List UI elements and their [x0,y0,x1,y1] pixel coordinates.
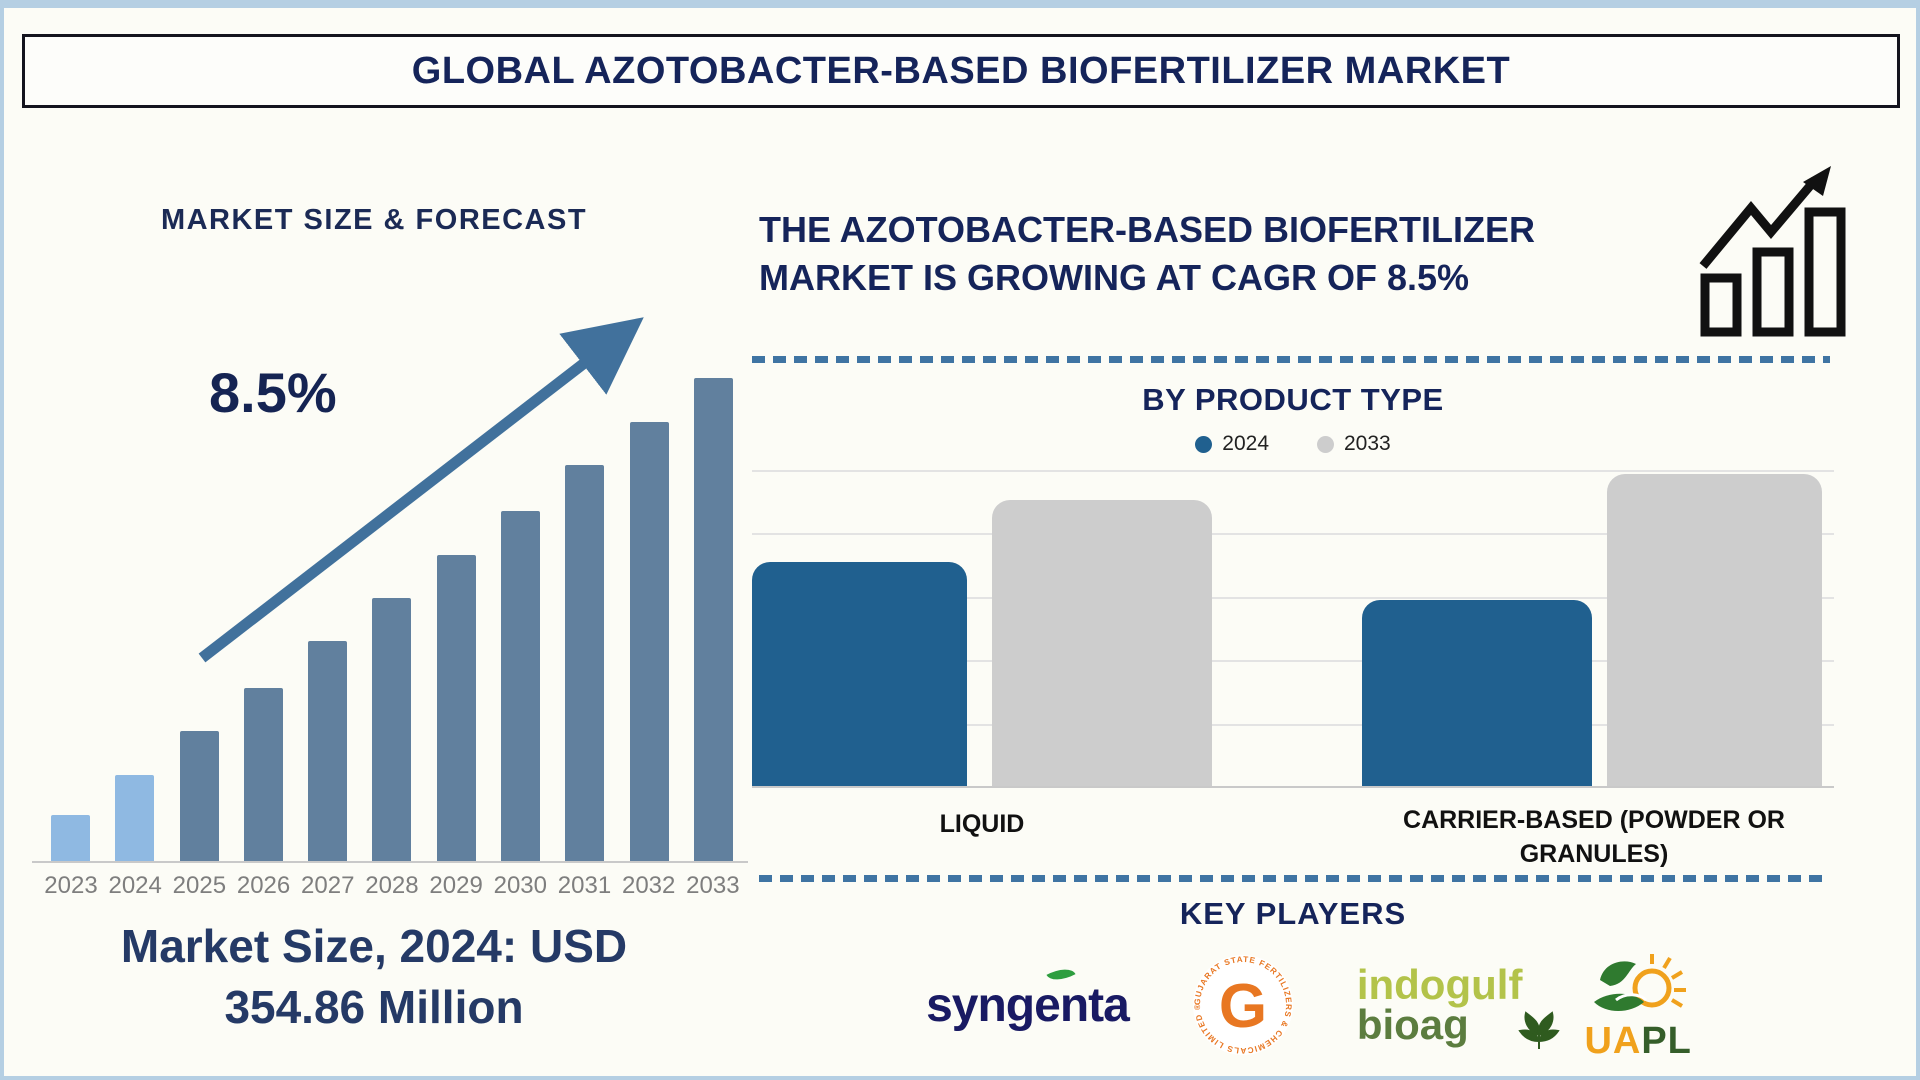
forecast-bar-2033 [693,378,733,861]
year-label-2023: 2023 [44,872,98,899]
year-label-2027: 2027 [301,872,355,899]
year-label-2028: 2028 [365,872,419,899]
year-label-2025: 2025 [172,872,227,899]
gridline [752,724,1834,726]
page-title: GLOBAL AZOTOBACTER-BASED BIOFERTILIZER M… [411,49,1511,92]
gsfc-monogram: G [1219,972,1267,1041]
gridline [752,597,1834,599]
year-label-2030: 2030 [493,872,547,899]
legend-item-2024: 2024 [1195,432,1269,456]
year-label-2026: 2026 [236,872,291,899]
product-type-bar-chart [752,470,1834,788]
legend-dot-2024 [1195,435,1213,453]
uapl-wordmark: UAPL [1584,1022,1691,1060]
uapl-emblem-icon [1594,954,1687,1011]
product-bar-carrier-based-2033 [1607,474,1822,786]
gridline [752,660,1834,662]
market-size-callout: Market Size, 2024: USD 354.86 Million [49,916,699,1037]
cagr-value-label: 8.5% [209,361,337,424]
indogulf-line1: indogulf [1356,961,1523,1009]
legend-label-2024: 2024 [1222,432,1269,455]
indogulf-line2: bioag [1356,1001,1469,1048]
syngenta-wordmark: syngenta [926,978,1130,1032]
syngenta-logo: syngenta [926,962,1130,1033]
title-box: GLOBAL AZOTOBACTER-BASED BIOFERTILIZER M… [22,34,1900,108]
forecast-year-labels: 2023 2024 2025 2026 2027 2028 2029 2030 2031 2032… [39,872,745,900]
forecast-bar-2032 [629,422,669,861]
legend-label-2033: 2033 [1344,432,1391,455]
dashed-divider-top [752,356,1830,363]
year-label-2033: 2033 [686,872,740,899]
indogulf-leaf-icon [1518,1011,1561,1049]
bar-chart-growth-icon [1699,166,1846,337]
forecast-bar-2028 [372,598,412,861]
year-label-2031: 2031 [557,872,612,899]
gridline [752,470,1834,472]
cagr-statement-line2: MARKET IS GROWING AT CAGR OF 8.5% [759,256,1470,298]
uapl-logo: UAPL [1584,950,1691,1060]
cagr-statement: THE AZOTOBACTER-BASED BIOFERTILIZER MARK… [759,206,1709,301]
year-label-2032: 2032 [621,872,676,899]
forecast-bar-2029 [436,555,476,861]
market-size-line2: 354.86 Million [224,980,524,1033]
market-size-line1: Market Size, 2024: USD [120,920,628,972]
product-chart-legend: 2024 2033 [752,432,1834,456]
cagr-statement-line1: THE AZOTOBACTER-BASED BIOFERTILIZER [759,209,1535,250]
forecast-bar-2026 [243,688,283,861]
forecast-bar-2025 [179,731,219,861]
uapl-text-ua: UA [1584,1020,1642,1062]
gridline [752,533,1834,535]
forecast-x-axis [32,861,748,863]
indogulf-bioag-logo: indogulf bioag [1356,961,1561,1049]
dashed-divider-bottom [759,875,1829,882]
key-players-logos: syngenta GUJARAT STATE FERTILIZERS & CHE… [774,942,1844,1068]
forecast-section-title: MARKET SIZE & FORECAST [160,204,588,236]
product-bar-liquid-2024 [752,562,967,786]
forecast-bar-2027 [308,641,348,861]
legend-dot-2033 [1317,435,1334,453]
growth-trend-arrow-icon [198,317,644,663]
category-label-liquid: LIQUID [939,810,1025,838]
year-label-2029: 2029 [429,872,483,899]
forecast-bar-2023 [51,815,90,861]
forecast-bar-chart [39,378,745,861]
category-label-carrier-based: CARRIER-BASED (POWDER OR GRANULES) [1403,806,1785,868]
key-players-title: KEY PLAYERS [1179,896,1407,931]
product-bar-carrier-based-2024 [1362,600,1592,786]
product-chart-baseline [752,786,1834,788]
year-label-2024: 2024 [108,872,162,899]
product-type-section-title: BY PRODUCT TYPE [1142,382,1444,417]
forecast-bar-2031 [565,465,605,861]
gsfc-logo: GUJARAT STATE FERTILIZERS & CHEMICALS LI… [1193,955,1293,1055]
product-bar-liquid-2033 [992,500,1212,786]
forecast-bar-2030 [501,511,541,861]
uapl-text-pl: PL [1641,1020,1692,1062]
forecast-bar-2024 [115,775,155,861]
legend-item-2033: 2033 [1317,432,1391,456]
